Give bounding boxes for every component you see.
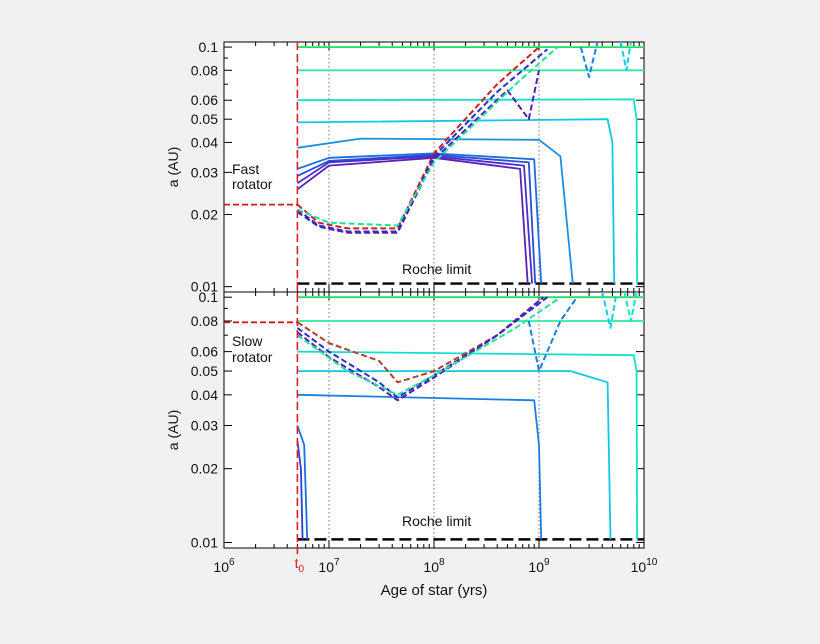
roche-label-top: Roche limit xyxy=(402,261,471,277)
t0-label-subscript: 0 xyxy=(299,564,305,575)
series-bottom xyxy=(296,291,644,540)
y-tick-labels-bottom: 0.01 0.02 0.03 0.04 0.05 0.06 0.08 0.1 xyxy=(191,289,218,550)
annotation-bottom-line1: Slow xyxy=(232,333,263,349)
series-line-bottom-10 xyxy=(296,298,559,396)
x-tick-label: 108 xyxy=(423,557,445,575)
y-tick-label: 0.03 xyxy=(191,417,218,433)
series-line-bottom-4 xyxy=(297,393,543,540)
series-top xyxy=(296,41,644,284)
series-line-top-8 xyxy=(296,156,529,284)
x-tick-labels: 106 107 108 109 1010 xyxy=(213,557,657,575)
x-tick-label: 106 xyxy=(213,557,235,575)
y-tick-label: 0.05 xyxy=(191,111,218,127)
y-tick-label: 0.06 xyxy=(191,344,218,360)
reference-lines-bottom xyxy=(224,321,644,541)
panel-bottom: 0.01 0.02 0.03 0.04 0.05 0.06 0.08 0.1 a (AU) S… xyxy=(165,289,645,551)
x-tick-label: 109 xyxy=(528,557,550,575)
x-tick-label: 1010 xyxy=(631,557,658,575)
ticks-top xyxy=(223,42,644,292)
t0-label-base: t xyxy=(295,555,299,571)
y-axis-label-top: a (AU) xyxy=(165,147,181,187)
series-line-top-12 xyxy=(297,46,559,227)
panel-top: 0.01 0.02 0.03 0.04 0.05 0.06 0.08 0.1 a (AU) F… xyxy=(165,39,645,295)
series-line-bottom-5 xyxy=(296,425,309,540)
annotation-top-line2: rotator xyxy=(232,176,273,192)
y-tick-labels-top: 0.01 0.02 0.03 0.04 0.05 0.06 0.08 0.1 xyxy=(191,39,218,295)
y-tick-label: 0.01 xyxy=(191,279,218,295)
annotation-bottom-line2: rotator xyxy=(232,349,273,365)
y-tick-label: 0.02 xyxy=(191,207,218,223)
y-tick-label: 0.03 xyxy=(191,164,218,180)
series-line-top-11 xyxy=(296,70,540,234)
y-tick-label: 0.02 xyxy=(191,461,218,477)
series-line-bottom-11 xyxy=(527,296,578,373)
y-tick-label: 0.08 xyxy=(191,313,218,329)
series-line-bottom-8 xyxy=(296,296,548,399)
series-line-bottom-12 xyxy=(601,291,618,329)
y-tick-label: 0.1 xyxy=(199,289,219,305)
series-line-top-2 xyxy=(297,98,638,284)
y-tick-label: 0.04 xyxy=(191,134,218,150)
y-tick-label: 0.08 xyxy=(191,62,218,78)
series-line-top-9 xyxy=(296,46,540,230)
x-tick-label: 107 xyxy=(318,557,340,575)
annotation-top-line1: Fast xyxy=(232,161,259,177)
y-tick-label: 0.1 xyxy=(199,39,219,55)
t0-label: t0 xyxy=(295,555,305,575)
series-line-top-4 xyxy=(297,137,574,284)
series-line-top-10 xyxy=(296,48,548,233)
series-line-bottom-13 xyxy=(623,291,638,322)
series-line-top-3 xyxy=(297,118,616,284)
y-tick-label: 0.06 xyxy=(191,92,218,108)
reference-lines-top xyxy=(224,203,644,285)
grid-bottom xyxy=(328,292,540,548)
y-tick-label: 0.05 xyxy=(191,363,218,379)
x-axis-label: Age of star (yrs) xyxy=(381,582,488,599)
y-tick-label: 0.04 xyxy=(191,387,218,403)
series-line-top-13 xyxy=(579,41,599,78)
y-tick-label: 0.01 xyxy=(191,535,218,551)
roche-label-bottom: Roche limit xyxy=(402,513,471,529)
y-axis-label-bottom: a (AU) xyxy=(165,410,181,450)
series-line-bottom-6 xyxy=(296,440,304,540)
series-line-top-14 xyxy=(619,41,632,72)
